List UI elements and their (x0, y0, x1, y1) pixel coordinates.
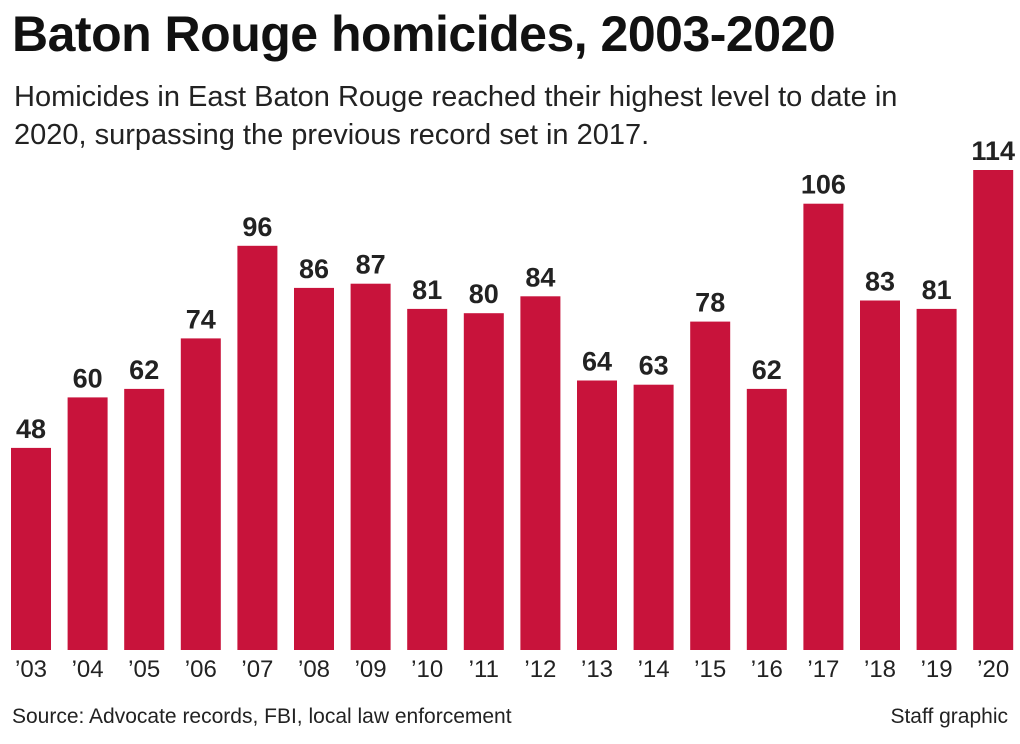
bar-17 (973, 170, 1014, 650)
x-tick-label-6: ’09 (355, 656, 387, 683)
bar-8 (463, 313, 504, 650)
value-labels-group: 48 60 62 74 96 86 87 81 80 84 64 63 78 62 106 83 81 114 (16, 136, 1015, 444)
source-note: Source: Advocate records, FBI, local law… (12, 705, 512, 728)
bar-value-label-3: 74 (186, 304, 216, 334)
bar-10 (577, 380, 617, 650)
x-tick-label-2: ’05 (128, 656, 160, 683)
bar-13 (746, 388, 787, 650)
bar-5 (294, 287, 334, 650)
x-tick-label-8: ’11 (469, 656, 499, 683)
x-tick-label-15: ’18 (864, 656, 896, 683)
x-tick-label-7: ’10 (411, 656, 443, 683)
bar-value-label-0: 48 (16, 414, 46, 444)
bar-value-label-5: 86 (299, 254, 329, 284)
bar-4 (237, 245, 278, 651)
bar-9 (520, 296, 561, 650)
bar-value-label-8: 80 (469, 279, 499, 309)
x-tick-label-3: ’06 (185, 656, 217, 683)
x-tick-label-12: ’15 (694, 656, 726, 683)
bar-value-label-9: 84 (525, 262, 555, 292)
x-tick-label-0: ’03 (15, 656, 47, 683)
bar-14 (803, 203, 844, 650)
bar-11 (633, 384, 674, 650)
bar-12 (690, 321, 731, 650)
bar-value-label-1: 60 (73, 363, 103, 393)
bar-value-label-10: 64 (582, 347, 612, 377)
bar-value-label-12: 78 (695, 288, 725, 318)
x-tick-label-14: ’17 (807, 656, 839, 683)
bar-3 (180, 338, 221, 650)
bar-0 (11, 447, 51, 650)
bar-value-label-6: 87 (356, 250, 386, 280)
bar-value-label-11: 63 (639, 351, 669, 381)
bar-value-label-13: 62 (752, 355, 782, 385)
x-tick-label-5: ’08 (298, 656, 330, 683)
x-tick-label-1: ’04 (72, 656, 104, 683)
x-tick-label-10: ’13 (581, 656, 613, 683)
bar-6 (350, 283, 391, 650)
chart-subtitle: Homicides in East Baton Rouge reached th… (14, 81, 898, 151)
bar-value-label-4: 96 (242, 212, 272, 242)
bar-value-label-17: 114 (971, 136, 1015, 166)
chart-title: Baton Rouge homicides, 2003-2020 (12, 6, 836, 62)
x-tick-labels-group: ’03 ’04 ’05 ’06 ’07 ’08 ’09 ’10 ’11 ’12 ’13 ’14 ’15 ’… (15, 656, 1009, 683)
x-tick-label-4: ’07 (241, 656, 273, 683)
x-tick-label-9: ’12 (524, 656, 556, 683)
bar-16 (916, 308, 957, 650)
bar-15 (860, 300, 900, 650)
bar-7 (407, 308, 448, 650)
bar-2 (124, 388, 165, 650)
bar-value-label-16: 81 (922, 275, 952, 305)
bar-value-label-15: 83 (865, 267, 895, 297)
credit-note: Staff graphic (890, 705, 1008, 728)
x-tick-label-17: ’20 (977, 656, 1009, 683)
bar-1 (67, 397, 108, 650)
bar-value-label-7: 81 (412, 275, 442, 305)
x-tick-label-16: ’19 (921, 656, 953, 683)
bar-value-label-2: 62 (129, 355, 159, 385)
bars-group (11, 170, 1014, 651)
x-tick-label-13: ’16 (751, 656, 783, 683)
bar-value-label-14: 106 (801, 170, 846, 200)
x-tick-label-11: ’14 (638, 656, 670, 683)
